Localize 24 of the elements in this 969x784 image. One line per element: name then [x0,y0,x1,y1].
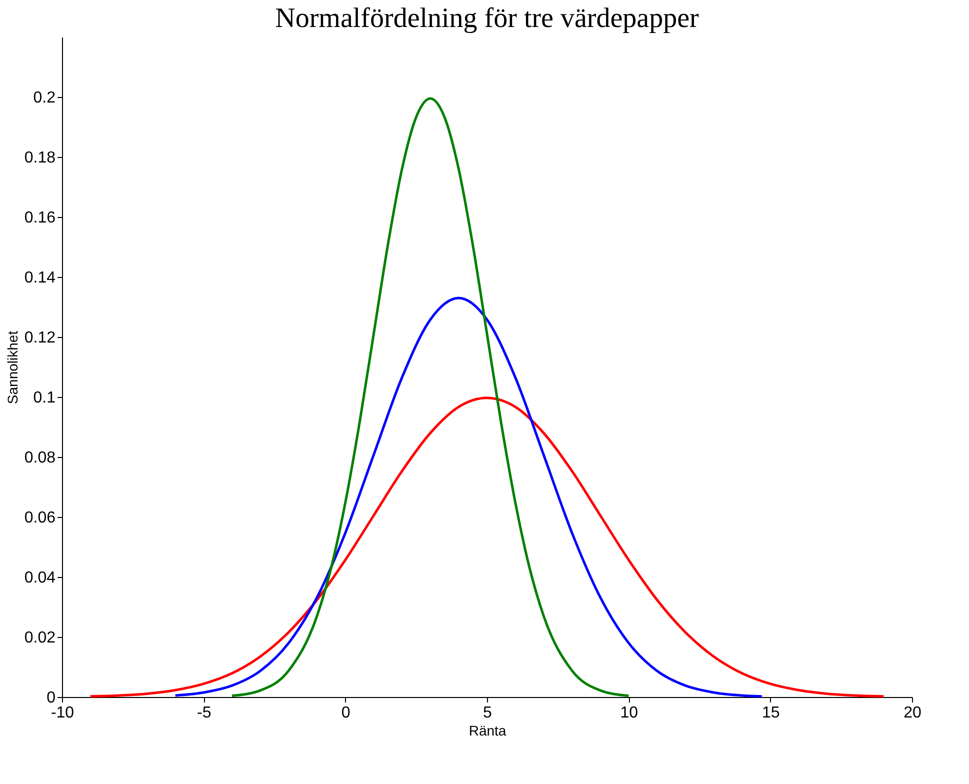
x-tick-label: 15 [762,704,780,722]
x-tick-label: -10 [50,704,74,722]
y-tick-label: 0.06 [24,510,56,526]
y-tick-label: 0.14 [24,270,56,286]
y-tick-label: 0.04 [24,570,56,586]
y-tick-label: 0.2 [33,90,56,106]
y-tick-label: 0.16 [24,210,56,226]
y-tick-label: 0.12 [24,330,56,346]
y-tick-label: 0.1 [33,390,56,406]
y-tick-label: 0.08 [24,450,56,466]
y-axis-title: Sannolikhet [4,330,20,404]
line-series [230,97,630,698]
y-tick-label: 0.18 [24,150,56,166]
x-axis-title: Ränta [468,722,506,738]
x-tick-label: 10 [620,704,638,722]
x-tick-label: 5 [483,704,492,722]
x-tick-label: 20 [904,704,922,722]
y-tick-label: 0 [46,690,56,706]
line-series [174,296,764,698]
line-series [89,396,885,698]
x-tick-label: -5 [197,704,212,722]
chart-title: Normalfördelning för tre värdepapper [275,3,700,34]
y-tick-label: 0.02 [24,630,56,646]
x-tick-label: 0 [341,704,350,722]
